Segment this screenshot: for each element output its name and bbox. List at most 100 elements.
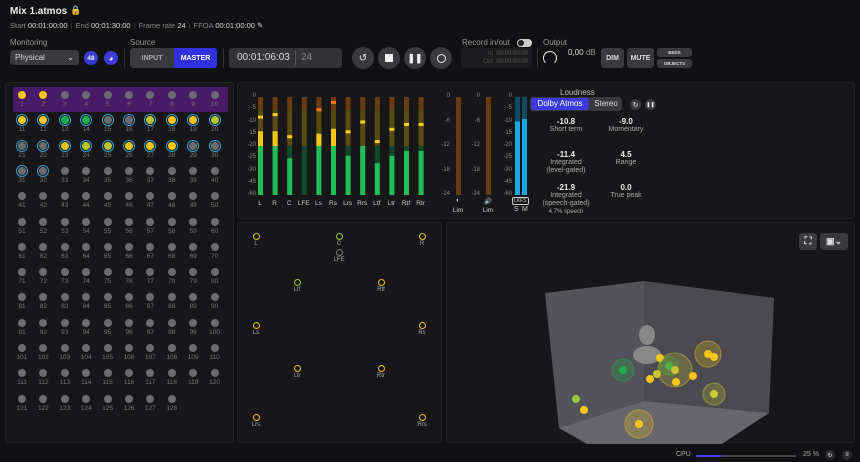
speaker-rs[interactable]: Rs xyxy=(412,322,432,336)
input-channel[interactable]: 23 xyxy=(55,139,75,159)
input-channel[interactable]: 3 xyxy=(55,91,75,108)
input-channel[interactable]: 24 xyxy=(76,139,96,159)
input-channel[interactable]: 16 xyxy=(119,114,139,133)
input-channel[interactable]: 62 xyxy=(33,242,53,260)
input-channel[interactable]: 66 xyxy=(119,242,139,260)
input-channel[interactable]: 73 xyxy=(55,268,75,285)
stop-button[interactable] xyxy=(378,47,400,69)
input-channel[interactable]: 11 xyxy=(12,114,32,133)
input-channel[interactable]: 100 xyxy=(205,318,225,336)
input-channel[interactable]: 21 xyxy=(12,139,32,159)
input-channel[interactable]: 41 xyxy=(12,192,32,209)
input-channel[interactable]: 18 xyxy=(162,114,182,133)
input-channel[interactable]: 89 xyxy=(183,293,203,310)
input-channel[interactable]: 72 xyxy=(33,268,53,285)
input-channel[interactable]: 42 xyxy=(33,192,53,209)
audio-object[interactable] xyxy=(635,420,643,428)
speaker-rrs[interactable]: Rrs xyxy=(412,414,432,428)
input-channel[interactable]: 15 xyxy=(98,114,118,133)
source-input-button[interactable]: INPUT xyxy=(130,48,174,68)
input-channel[interactable]: 67 xyxy=(140,242,160,260)
input-channel[interactable]: 13 xyxy=(55,114,75,133)
audio-object[interactable] xyxy=(671,366,679,374)
dim-button[interactable]: DIM xyxy=(601,48,624,68)
input-channel[interactable]: 40 xyxy=(205,166,225,184)
input-channel[interactable]: 92 xyxy=(33,318,53,336)
input-channel[interactable]: 83 xyxy=(55,293,75,310)
input-channel[interactable]: 52 xyxy=(33,217,53,235)
input-channel[interactable]: 34 xyxy=(76,166,96,184)
input-channel[interactable]: 113 xyxy=(55,369,75,386)
input-channel[interactable]: 120 xyxy=(205,369,225,386)
output-volume-knob[interactable] xyxy=(543,51,557,65)
input-channel[interactable]: 112 xyxy=(33,369,53,386)
input-channel[interactable]: 109 xyxy=(183,344,203,361)
input-channel[interactable]: 49 xyxy=(183,192,203,209)
input-channel[interactable]: 9 xyxy=(183,91,203,108)
input-channel[interactable]: 70 xyxy=(205,242,225,260)
audio-object[interactable] xyxy=(572,395,580,403)
input-channel[interactable]: 51 xyxy=(12,217,32,235)
audio-object[interactable] xyxy=(710,390,718,398)
input-channel[interactable]: 116 xyxy=(119,369,139,386)
input-channel[interactable]: 31 xyxy=(12,164,32,184)
input-channel[interactable]: 111 xyxy=(12,369,32,386)
input-channel[interactable]: 80 xyxy=(205,268,225,285)
speaker-rtr[interactable]: Rtr xyxy=(371,365,391,379)
audio-object[interactable] xyxy=(646,375,654,383)
input-channel[interactable]: 99 xyxy=(183,318,203,336)
input-channel[interactable]: 110 xyxy=(205,344,225,361)
input-channel[interactable]: 123 xyxy=(55,394,75,412)
input-channel[interactable]: 128 xyxy=(162,394,182,412)
input-channel[interactable]: 104 xyxy=(76,344,96,361)
input-channel[interactable]: 107 xyxy=(140,344,160,361)
record-inout-fields[interactable]: In 00:00:00:00 Out 00:00:00:00 xyxy=(461,48,532,68)
input-channel[interactable]: 20 xyxy=(205,114,225,133)
input-channel[interactable]: 43 xyxy=(55,192,75,209)
input-channel[interactable]: 114 xyxy=(76,369,96,386)
input-channel[interactable]: 90 xyxy=(205,293,225,310)
input-channel[interactable]: 97 xyxy=(140,318,160,336)
input-channel[interactable]: 60 xyxy=(205,217,225,235)
input-channel[interactable]: 81 xyxy=(12,293,32,310)
monitoring-select[interactable]: Physical ⌄ xyxy=(10,50,79,65)
beds-button[interactable]: BEDS xyxy=(657,48,692,57)
pause-loudness-icon[interactable]: ❚❚ xyxy=(645,99,656,110)
input-channel[interactable]: 26 xyxy=(119,139,139,159)
input-channel[interactable]: 106 xyxy=(119,344,139,361)
input-channel[interactable]: 38 xyxy=(162,166,182,184)
audio-object[interactable] xyxy=(580,406,588,414)
channel-count-badge[interactable]: 48 xyxy=(84,51,98,65)
input-channel[interactable]: 56 xyxy=(119,217,139,235)
input-channel[interactable]: 76 xyxy=(119,268,139,285)
mute-button[interactable]: MUTE xyxy=(627,48,654,68)
input-channel[interactable]: 1 xyxy=(12,91,32,108)
input-channel[interactable]: 29 xyxy=(183,139,203,159)
speaker-l[interactable]: L xyxy=(246,233,266,247)
input-channel[interactable]: 57 xyxy=(140,217,160,235)
input-channel[interactable]: 127 xyxy=(140,394,160,412)
input-channel[interactable]: 71 xyxy=(12,268,32,285)
audio-object[interactable] xyxy=(653,370,661,378)
input-channel[interactable]: 2 xyxy=(33,91,53,108)
input-channel[interactable]: 79 xyxy=(183,268,203,285)
input-channel[interactable]: 46 xyxy=(119,192,139,209)
input-channel[interactable]: 93 xyxy=(55,318,75,336)
refresh-icon[interactable]: ↻ xyxy=(825,450,835,460)
source-master-button[interactable]: MASTER xyxy=(174,48,217,68)
input-channel[interactable]: 75 xyxy=(98,268,118,285)
speaker-lrs[interactable]: Lrs xyxy=(246,414,266,428)
input-channel[interactable]: 37 xyxy=(140,166,160,184)
input-channel[interactable]: 39 xyxy=(183,166,203,184)
input-channel[interactable]: 22 xyxy=(33,139,53,159)
audio-object[interactable] xyxy=(689,372,697,380)
input-channel[interactable]: 58 xyxy=(162,217,182,235)
audio-object[interactable] xyxy=(672,378,680,386)
input-channel[interactable]: 84 xyxy=(76,293,96,310)
input-channel[interactable]: 59 xyxy=(183,217,203,235)
timecode-display[interactable]: 00:01:06:03 24 xyxy=(229,48,342,68)
binaural-icon[interactable]: ◕ xyxy=(104,51,118,65)
tab-stereo[interactable]: Stereo xyxy=(594,99,618,108)
input-channel[interactable]: 103 xyxy=(55,344,75,361)
input-channel[interactable]: 126 xyxy=(119,394,139,412)
